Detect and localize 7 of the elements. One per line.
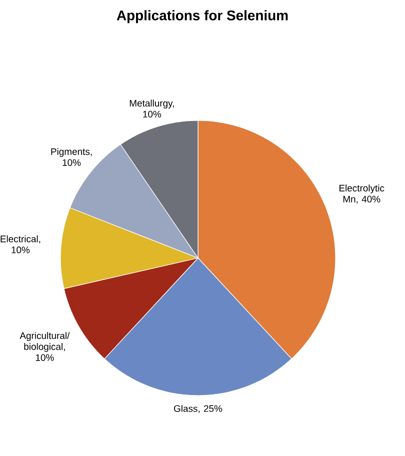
chart-title: Applications for Selenium (116, 10, 288, 24)
slice-label: Metallurgy, 10% (130, 100, 174, 118)
slice-label: Pigments, 10% (51, 148, 92, 166)
slice-label: Agricultural/biological, 10% (20, 332, 70, 361)
slice-label: Electrolytic Mn, 40% (339, 184, 384, 204)
slice-label: Glass, 25% (174, 404, 222, 414)
slice-label: Electrical, 10% (0, 235, 40, 254)
